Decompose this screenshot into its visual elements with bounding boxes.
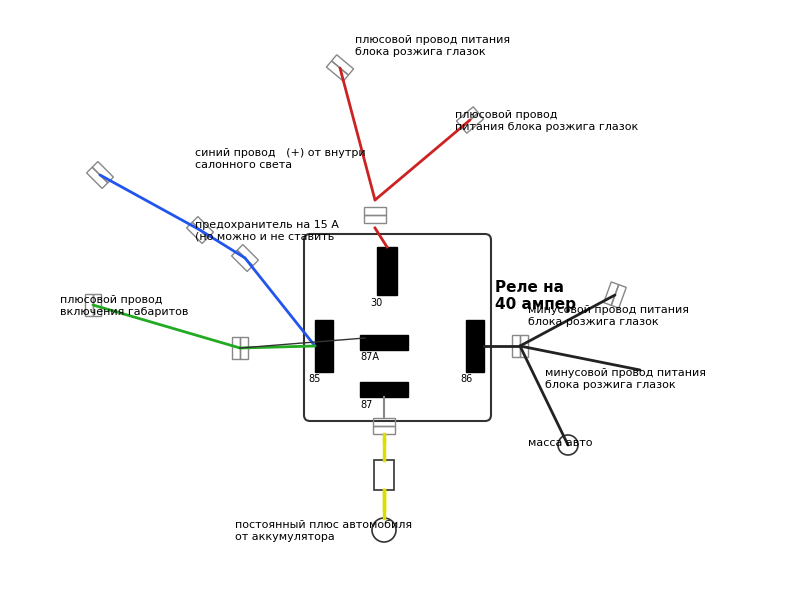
Text: 30: 30 (370, 298, 382, 308)
Bar (374, 460, 394, 490)
Text: 87A: 87A (360, 352, 379, 362)
Text: минусовой провод питания
блока розжига глазок: минусовой провод питания блока розжига г… (528, 305, 689, 327)
Bar (360, 382, 408, 397)
Text: плюсовой провод питания
блока розжига глазок: плюсовой провод питания блока розжига гл… (355, 35, 510, 56)
Bar (466, 320, 484, 372)
Text: 85: 85 (308, 374, 320, 384)
Text: предохранитель на 15 А
(но можно и не ставить: предохранитель на 15 А (но можно и не ст… (195, 220, 339, 242)
Text: 86: 86 (460, 374, 473, 384)
Text: постоянный плюс автомобиля
от аккумулятора: постоянный плюс автомобиля от аккумулято… (235, 520, 412, 542)
Bar (360, 335, 408, 350)
Bar (377, 247, 397, 295)
Text: плюсовой провод
включения габаритов: плюсовой провод включения габаритов (60, 295, 189, 316)
Text: синий провод   (+) от внутри
салонного света: синий провод (+) от внутри салонного све… (195, 148, 366, 170)
Text: минусовой провод питания
блока розжига глазок: минусовой провод питания блока розжига г… (545, 368, 706, 390)
Text: Реле на
40 ампер: Реле на 40 ампер (495, 280, 576, 313)
Text: плюсовой провод
питания блока розжига глазок: плюсовой провод питания блока розжига гл… (455, 110, 638, 132)
FancyBboxPatch shape (304, 234, 491, 421)
Text: масса авто: масса авто (528, 438, 592, 448)
Text: 87: 87 (360, 400, 373, 410)
Bar (315, 320, 333, 372)
